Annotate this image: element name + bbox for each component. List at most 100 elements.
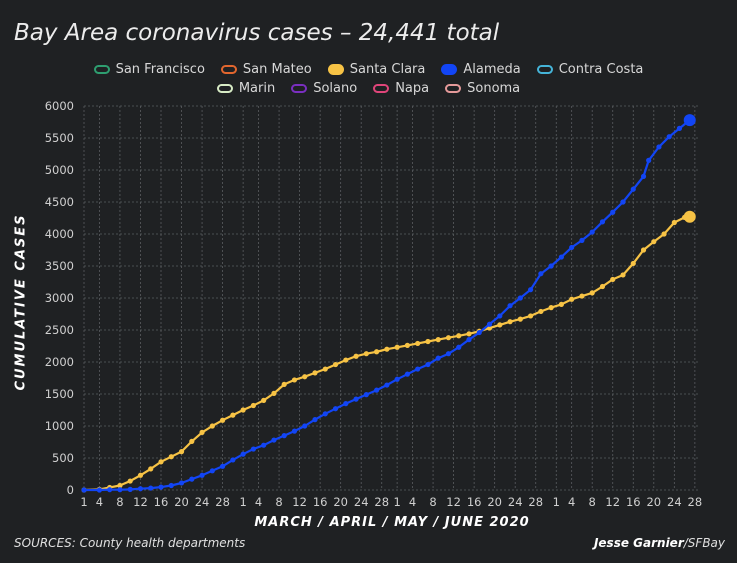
x-tick-label: 1: [393, 495, 400, 509]
data-point: [599, 283, 606, 290]
data-point: [394, 344, 400, 350]
legend-swatch: [327, 64, 344, 75]
data-point: [497, 313, 503, 319]
data-point: [445, 335, 452, 341]
legend-swatch: [536, 65, 553, 74]
data-point: [466, 331, 472, 337]
series-end-point: [683, 210, 696, 223]
data-point: [261, 397, 267, 403]
x-tick-label: 28: [215, 495, 230, 509]
data-point: [589, 229, 595, 235]
legend-item-contra-costa[interactable]: Contra Costa: [536, 62, 644, 77]
legend-item-san-mateo[interactable]: San Mateo: [220, 62, 312, 77]
data-point: [168, 454, 174, 460]
data-point: [240, 451, 246, 457]
y-axis-label: CUMULATIVE CASES: [13, 213, 29, 391]
legend-item-san-francisco[interactable]: San Francisco: [93, 62, 205, 77]
x-tick-label: 12: [292, 495, 307, 509]
data-point: [178, 449, 185, 455]
data-point: [178, 480, 185, 486]
x-tick-label: 12: [605, 495, 620, 509]
x-tick-label: 16: [467, 495, 482, 509]
legend-label: Santa Clara: [349, 62, 426, 77]
legend-label: Contra Costa: [558, 62, 644, 77]
legend-item-alameda[interactable]: Alameda: [441, 62, 521, 77]
data-point: [107, 487, 113, 493]
x-tick-label: 1: [239, 495, 246, 509]
legend-swatch: [445, 84, 462, 93]
data-point: [230, 457, 236, 463]
y-tick-label: 1500: [45, 387, 74, 401]
data-point: [363, 351, 369, 357]
x-tick-label: 4: [568, 495, 575, 509]
data-point: [435, 337, 441, 343]
credit: Jesse Garnier/SFBay: [594, 536, 725, 550]
legend-swatch: [93, 65, 110, 74]
data-point: [312, 370, 318, 376]
data-point: [343, 401, 349, 407]
data-point: [312, 417, 318, 423]
data-point: [209, 423, 215, 429]
data-point: [651, 239, 657, 245]
data-point: [476, 329, 482, 336]
x-tick-label: 4: [96, 495, 103, 509]
legend-item-solano[interactable]: Solano: [291, 81, 357, 96]
x-tick-label: 24: [354, 495, 369, 509]
legend-label: Alameda: [463, 62, 521, 77]
data-point: [569, 296, 575, 302]
data-point: [271, 390, 277, 396]
data-point: [548, 263, 554, 269]
x-tick-label: 8: [589, 495, 596, 509]
data-point: [425, 338, 431, 345]
x-tick-label: 28: [688, 495, 703, 509]
data-point: [558, 301, 565, 307]
legend-item-sonoma[interactable]: Sonoma: [445, 81, 520, 96]
data-point: [148, 485, 154, 491]
y-tick-label: 3500: [45, 259, 74, 273]
data-point: [117, 487, 123, 493]
x-tick-label: 20: [646, 495, 661, 509]
legend-swatch: [220, 65, 237, 74]
x-tick-label: 8: [275, 495, 282, 509]
data-point: [620, 199, 626, 205]
data-point: [281, 381, 287, 387]
data-point: [158, 484, 164, 490]
data-point: [374, 349, 380, 355]
y-tick-label: 2000: [45, 355, 74, 369]
data-point: [507, 303, 513, 309]
chart-title: Bay Area coronavirus cases – 24,441 tota…: [14, 20, 500, 46]
credit-outlet: /SFBay: [683, 536, 725, 550]
x-tick-label: 16: [154, 495, 169, 509]
data-point: [435, 355, 441, 361]
data-point: [302, 423, 308, 429]
y-axis-ticks: 0 500 1000 1500 2000 2500 3000 3500 4000 4500 5000…: [45, 99, 74, 497]
legend-label: San Mateo: [242, 62, 312, 77]
data-point: [332, 361, 339, 368]
series-line-santa-clara: [83, 215, 690, 492]
legend-item-napa[interactable]: Napa: [373, 81, 429, 96]
data-point: [589, 290, 595, 296]
y-tick-label: 5000: [45, 163, 74, 177]
data-point: [291, 428, 298, 434]
data-point: [394, 376, 400, 382]
legend-swatch: [216, 84, 233, 93]
data-point: [610, 276, 616, 283]
data-point: [374, 387, 380, 393]
data-point: [486, 321, 493, 327]
data-point: [579, 237, 585, 243]
data-point: [81, 487, 87, 493]
data-point: [127, 478, 133, 484]
data-point: [425, 361, 431, 368]
data-point: [353, 396, 359, 402]
data-point: [343, 357, 349, 363]
data-point: [209, 468, 215, 474]
x-tick-label: 20: [487, 495, 502, 509]
data-point: [199, 429, 205, 435]
data-point: [322, 366, 328, 372]
x-tick-label: 4: [409, 495, 416, 509]
data-point: [640, 173, 647, 179]
legend-item-marin[interactable]: Marin: [216, 81, 275, 96]
data-point: [322, 411, 328, 417]
legend-item-santa-clara[interactable]: Santa Clara: [327, 62, 426, 77]
series-line-alameda: [84, 119, 691, 492]
